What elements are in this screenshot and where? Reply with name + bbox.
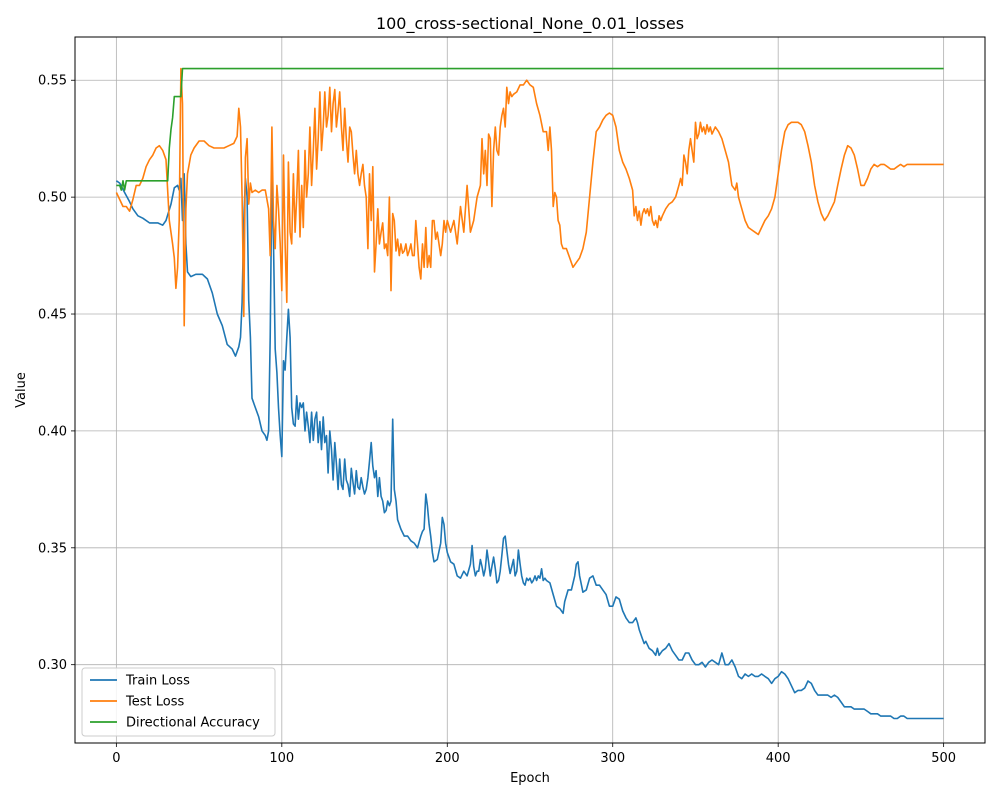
train-loss-line: [115, 173, 944, 720]
x-tick-label: 300: [600, 751, 625, 766]
legend: Train Loss Test Loss Directional Accuracy: [81, 667, 276, 737]
y-tick-label: 0.30: [38, 658, 67, 673]
y-axis-label: Value: [14, 372, 29, 408]
x-tick-label: 100: [269, 751, 294, 766]
x-tick-label: 0: [112, 751, 120, 766]
y-tick-label: 0.50: [38, 191, 67, 206]
x-tick-label: 200: [435, 751, 460, 766]
y-axis-ticks: 0.30 0.35 0.40 0.45 0.50 0.55: [38, 74, 75, 673]
legend-label-directional-accuracy: Directional Accuracy: [126, 716, 260, 731]
legend-box: [81, 667, 276, 737]
x-tick-label: 500: [931, 751, 956, 766]
chart-title: 100_cross-sectional_None_0.01_losses: [376, 14, 684, 34]
x-axis-ticks: 0 100 200 300 400 500: [112, 743, 956, 766]
x-axis-label: Epoch: [510, 771, 550, 786]
legend-label-test-loss: Test Loss: [125, 695, 184, 710]
directional-accuracy-line: [116, 67, 944, 191]
y-tick-label: 0.45: [38, 308, 67, 323]
series-lines: [115, 67, 944, 720]
test-loss-line: [115, 67, 944, 327]
y-tick-label: 0.35: [38, 541, 67, 556]
legend-label-train-loss: Train Loss: [125, 674, 190, 689]
x-tick-label: 400: [766, 751, 791, 766]
y-tick-label: 0.55: [38, 74, 67, 89]
plot-frame: [74, 36, 986, 744]
grid-lines: [75, 37, 985, 743]
y-tick-label: 0.40: [38, 424, 67, 439]
